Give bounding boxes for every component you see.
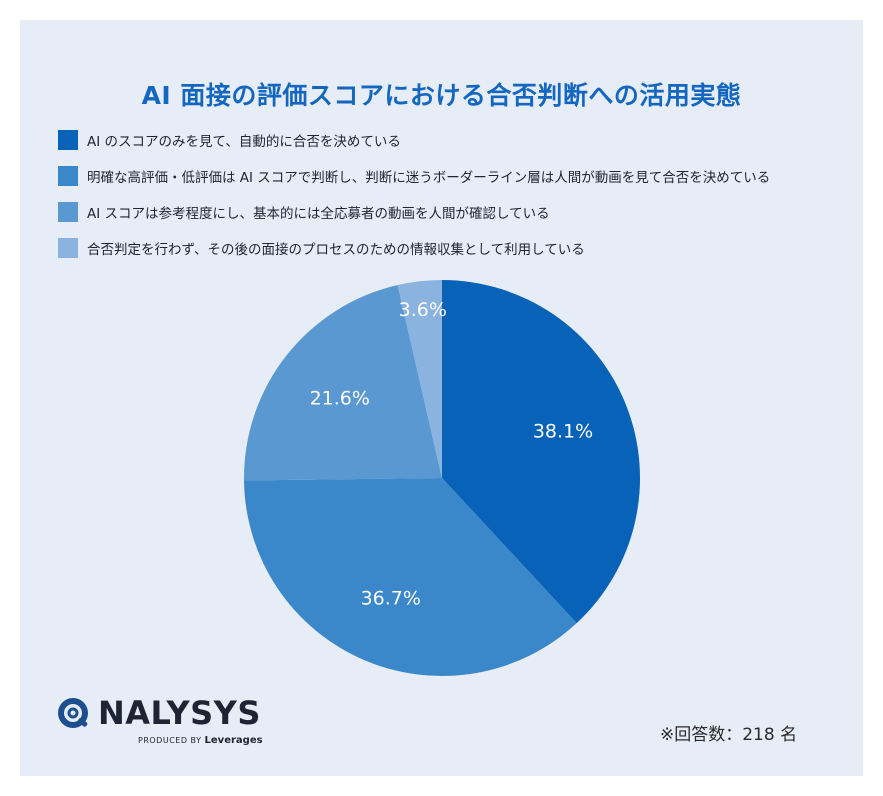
legend-swatch (58, 166, 78, 186)
company-name: Leverages (204, 735, 263, 746)
brand-name: NALYSYS (98, 694, 261, 732)
response-count-note: ※回答数：218 名 (660, 725, 798, 745)
brand-subtitle: PRODUCED BY Leverages (138, 735, 263, 746)
chart-legend: AI のスコアのみを見て、自動的に合否を決めている 明確な高評価・低評価は AI… (58, 122, 770, 266)
nalysys-logo: NALYSYS PRODUCED BY Leverages (56, 694, 266, 754)
pie-slice-value-label: 36.7% (361, 587, 421, 609)
pie-slice (244, 478, 577, 676)
pie-slice (244, 285, 442, 481)
legend-label: AI のスコアのみを見て、自動的に合否を決めている (87, 134, 401, 150)
pie-slice-value-label: 21.6% (310, 388, 370, 410)
legend-label: 合否判定を行わず、その後の面接のプロセスのための情報収集として利用している (87, 242, 585, 258)
legend-item: 合否判定を行わず、その後の面接のプロセスのための情報収集として利用している (58, 230, 770, 266)
legend-item: 明確な高評価・低評価は AI スコアで判断し、判断に迷うボーダーライン層は人間が… (58, 158, 770, 194)
pie-slice (442, 280, 641, 624)
legend-swatch (58, 202, 78, 222)
pie-slice-value-label: 38.1% (533, 421, 593, 443)
legend-swatch (58, 130, 78, 150)
legend-label: 明確な高評価・低評価は AI スコアで判断し、判断に迷うボーダーライン層は人間が… (87, 170, 771, 186)
legend-item: AI のスコアのみを見て、自動的に合否を決めている (58, 122, 770, 158)
pie-slice-value-label: 3.6% (399, 299, 447, 321)
legend-swatch (58, 238, 78, 258)
pie-chart: 38.1% 36.7% 21.6% 3.6% (244, 280, 641, 676)
legend-label: AI スコアは参考程度にし、基本的には全応募者の動画を人間が確認している (87, 206, 550, 222)
nalysys-logo-icon (58, 698, 88, 728)
pie-slice (397, 280, 442, 478)
chart-card: AI 面接の評価スコアにおける合否判断への活用実態 AI のスコアのみを見て、自… (20, 20, 863, 776)
chart-title: AI 面接の評価スコアにおける合否判断への活用実態 (141, 81, 742, 110)
legend-item: AI スコアは参考程度にし、基本的には全応募者の動画を人間が確認している (58, 194, 770, 230)
produced-by-text: PRODUCED BY (138, 736, 202, 745)
